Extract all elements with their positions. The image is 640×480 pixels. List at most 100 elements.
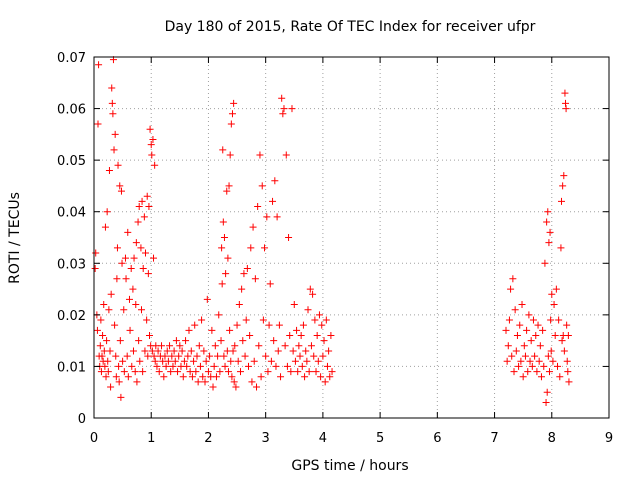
data-point <box>128 362 136 370</box>
data-point <box>293 326 301 334</box>
data-point <box>154 347 162 355</box>
data-point <box>323 362 331 370</box>
data-point <box>536 342 544 350</box>
data-point <box>546 228 554 236</box>
data-point <box>287 368 295 376</box>
x-tick-label: 5 <box>376 431 384 446</box>
data-point <box>106 347 114 355</box>
data-point <box>200 347 208 355</box>
data-point <box>315 311 323 319</box>
data-point <box>548 290 556 298</box>
y-axis-label: ROTI / TECUs <box>7 192 23 284</box>
data-point <box>117 187 125 195</box>
data-point <box>325 347 333 355</box>
data-point <box>229 347 237 355</box>
data-point <box>226 326 234 334</box>
data-point <box>192 368 200 376</box>
data-point <box>266 280 274 288</box>
data-point <box>521 352 529 360</box>
data-point <box>304 306 312 314</box>
data-point <box>158 342 166 350</box>
data-point <box>194 378 202 386</box>
data-point <box>179 373 187 381</box>
data-point <box>303 357 311 365</box>
data-point <box>108 84 116 92</box>
data-point <box>124 228 132 236</box>
data-point <box>167 368 175 376</box>
data-point <box>560 172 568 180</box>
data-point <box>233 321 241 329</box>
data-point <box>92 249 100 257</box>
data-point <box>100 301 108 309</box>
data-point <box>121 254 129 262</box>
data-point <box>509 275 517 283</box>
x-tick-label: 0 <box>90 431 98 446</box>
data-point <box>104 368 112 376</box>
data-point <box>547 347 555 355</box>
y-tick-label: 0.05 <box>57 154 86 169</box>
data-point <box>247 244 255 252</box>
data-point <box>224 368 232 376</box>
data-point <box>113 275 121 283</box>
data-point <box>286 331 294 339</box>
data-point <box>166 342 174 350</box>
data-point <box>218 244 226 252</box>
data-point <box>118 259 126 267</box>
data-point <box>125 295 133 303</box>
data-point <box>178 347 186 355</box>
data-point <box>540 362 548 370</box>
data-point <box>327 331 335 339</box>
data-point <box>558 337 566 345</box>
data-point <box>139 368 147 376</box>
data-point <box>135 203 143 211</box>
data-point <box>145 203 153 211</box>
data-point <box>137 306 145 314</box>
data-point <box>204 368 212 376</box>
data-point <box>104 357 112 365</box>
data-point <box>274 347 282 355</box>
data-point <box>519 373 527 381</box>
data-point <box>155 368 163 376</box>
plot-frame <box>93 56 610 419</box>
data-point <box>513 331 521 339</box>
x-tick-label: 1 <box>147 431 155 446</box>
data-point <box>222 270 230 278</box>
data-point <box>297 331 305 339</box>
data-point <box>220 234 228 241</box>
data-point <box>108 99 116 107</box>
data-point <box>123 352 131 360</box>
data-point <box>176 342 184 350</box>
data-point <box>543 388 551 396</box>
data-point <box>101 223 109 231</box>
data-point <box>545 239 553 247</box>
data-point <box>120 368 128 376</box>
data-point <box>275 321 283 329</box>
data-point <box>299 321 307 329</box>
data-point <box>109 110 117 118</box>
data-points-layer <box>91 56 573 407</box>
data-point <box>272 362 280 370</box>
data-point <box>270 337 278 345</box>
data-point <box>279 110 287 118</box>
data-point <box>219 218 227 226</box>
data-point <box>502 326 510 334</box>
data-point <box>195 342 203 350</box>
data-point <box>134 218 142 226</box>
x-tick-label: 4 <box>319 431 327 446</box>
data-point <box>160 373 168 381</box>
data-point <box>101 362 109 370</box>
data-point <box>560 347 568 355</box>
data-point <box>563 357 571 365</box>
x-tick-label: 2 <box>204 431 212 446</box>
data-point <box>313 331 321 339</box>
data-point <box>322 316 330 324</box>
data-point <box>223 187 231 195</box>
data-point <box>107 383 115 391</box>
data-point <box>144 352 152 360</box>
data-point <box>309 290 317 298</box>
data-point <box>515 362 523 370</box>
data-point <box>187 347 195 355</box>
data-point <box>262 352 270 360</box>
data-point <box>211 342 219 350</box>
data-point <box>269 197 277 205</box>
